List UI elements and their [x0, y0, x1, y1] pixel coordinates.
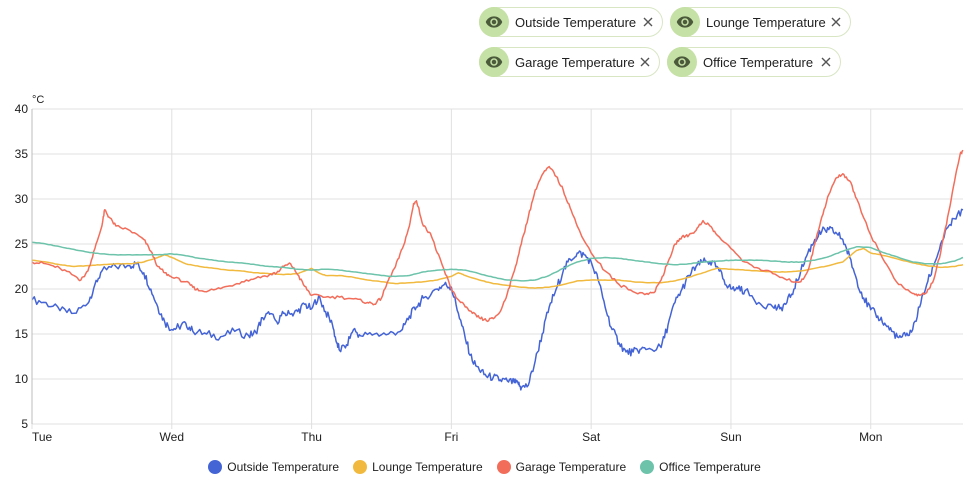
close-icon[interactable] — [641, 15, 655, 29]
x-tick-label: Sat — [582, 430, 601, 444]
legend-item-outside[interactable]: Outside Temperature — [208, 460, 339, 474]
series-line-garage-temperature[interactable] — [31, 149, 964, 323]
chip-label: Office Temperature — [703, 54, 814, 70]
legend-item-office[interactable]: Office Temperature — [640, 460, 761, 474]
close-icon[interactable] — [638, 55, 652, 69]
legend-swatch — [208, 460, 223, 474]
series-line-outside-temperature[interactable] — [31, 208, 964, 391]
y-tick-label: 25 — [15, 237, 29, 251]
chip-label: Lounge Temperature — [706, 14, 826, 30]
eye-icon[interactable] — [670, 7, 700, 37]
filter-chip[interactable]: Garage Temperature — [479, 47, 660, 77]
filter-chip[interactable]: Office Temperature — [667, 47, 841, 77]
close-icon[interactable] — [819, 55, 833, 69]
series-lines — [31, 149, 964, 391]
y-tick-label: 35 — [15, 147, 29, 161]
line-chart: 5 10 15 20 25 30 35 40 Tue Wed Thu Fri Sat Sun Mon °C — [15, 94, 964, 444]
filter-chip[interactable]: Lounge Temperature — [670, 7, 851, 37]
x-tick-label: Wed — [160, 430, 184, 444]
y-tick-label: 30 — [15, 192, 29, 206]
series-line-office-temperature[interactable] — [31, 241, 964, 282]
legend-item-garage[interactable]: Garage Temperature — [496, 460, 627, 474]
series-line-lounge-temperature[interactable] — [31, 247, 964, 289]
legend-swatch — [496, 460, 511, 474]
chip-label: Garage Temperature — [515, 54, 635, 70]
x-tick-label: Fri — [444, 430, 458, 444]
y-axis-unit: °C — [32, 94, 44, 106]
y-tick-label: 40 — [15, 102, 29, 116]
close-icon[interactable] — [829, 15, 843, 29]
legend-label: Office Temperature — [659, 460, 761, 474]
x-tick-label: Tue — [32, 430, 53, 444]
y-tick-label: 5 — [21, 417, 28, 431]
x-tick-label: Sun — [720, 430, 741, 444]
legend-swatch — [640, 460, 655, 474]
grid — [31, 108, 963, 429]
legend-item-lounge[interactable]: Lounge Temperature — [353, 460, 483, 474]
legend-label: Garage Temperature — [515, 460, 627, 474]
legend-swatch — [353, 460, 368, 474]
legend: Outside Temperature Lounge Temperature G… — [0, 457, 969, 477]
filter-chip[interactable]: Outside Temperature — [479, 7, 663, 37]
y-tick-label: 10 — [15, 372, 29, 386]
x-tick-label: Thu — [301, 430, 322, 444]
eye-icon[interactable] — [479, 47, 509, 77]
y-tick-label: 15 — [15, 327, 29, 341]
eye-icon[interactable] — [479, 7, 509, 37]
axes: 5 10 15 20 25 30 35 40 Tue Wed Thu Fri Sat Sun Mon °C — [15, 94, 883, 444]
legend-label: Lounge Temperature — [372, 460, 483, 474]
legend-label: Outside Temperature — [227, 460, 340, 474]
eye-icon[interactable] — [667, 47, 697, 77]
chip-label: Outside Temperature — [515, 14, 637, 30]
x-tick-label: Mon — [859, 430, 882, 444]
y-tick-label: 20 — [15, 282, 29, 296]
